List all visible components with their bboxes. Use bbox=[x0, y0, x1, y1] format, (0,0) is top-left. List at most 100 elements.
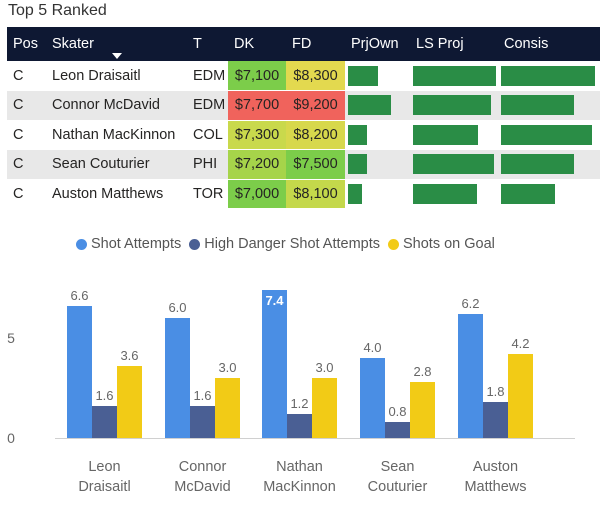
data-label: 0.8 bbox=[388, 404, 406, 419]
table-row[interactable]: C Sean Couturier PHI $7,200 $7,500 bbox=[7, 149, 600, 180]
cell-consis bbox=[498, 90, 600, 121]
data-label: 7.4 bbox=[265, 293, 284, 308]
legend-item[interactable]: High Danger Shot Attempts bbox=[189, 236, 380, 252]
cell-fd: $9,200 bbox=[286, 90, 345, 121]
prjown-bar bbox=[348, 124, 368, 145]
data-label: 6.6 bbox=[70, 288, 88, 303]
sort-descending-icon bbox=[111, 53, 122, 59]
chart-legend: Shot Attempts High Danger Shot Attempts Sh… bbox=[76, 236, 503, 252]
data-label: 4.2 bbox=[511, 336, 529, 351]
table-row[interactable]: C Nathan MacKinnon COL $7,300 $8,200 bbox=[7, 120, 600, 150]
bar-high-danger-shot-attempts bbox=[483, 402, 508, 438]
bar-high-danger-shot-attempts bbox=[190, 406, 215, 438]
x-tick-label: Draisaitl bbox=[78, 479, 130, 495]
x-tick-label: MacKinnon bbox=[263, 479, 336, 495]
bar-high-danger-shot-attempts bbox=[385, 422, 410, 438]
y-tick-label: 5 bbox=[7, 330, 15, 346]
legend-marker-icon bbox=[189, 238, 201, 250]
cell-prjown bbox=[345, 90, 410, 121]
cell-pos: C bbox=[7, 149, 46, 180]
cell-team: PHI bbox=[187, 149, 228, 180]
cell-pos: C bbox=[7, 90, 46, 121]
cell-dk: $7,200 bbox=[228, 149, 286, 180]
header-lsproj[interactable]: LS Proj bbox=[410, 27, 498, 61]
header-dk[interactable]: DK bbox=[228, 27, 286, 61]
table-row[interactable]: C Auston Matthews TOR $7,000 $8,100 bbox=[7, 179, 600, 209]
data-label: 3.0 bbox=[218, 360, 236, 375]
data-label: 1.2 bbox=[290, 396, 308, 411]
legend-marker-icon bbox=[388, 238, 399, 250]
bar-shot-attempts bbox=[262, 290, 287, 438]
cell-dk: $7,000 bbox=[228, 179, 286, 209]
cell-lsproj bbox=[410, 90, 498, 121]
prjown-bar bbox=[348, 183, 362, 204]
data-label: 4.0 bbox=[363, 340, 381, 355]
cell-fd: $8,300 bbox=[286, 61, 345, 91]
cell-consis bbox=[498, 149, 600, 180]
skater-table: Pos Skater T DK FD PrjOwn LS Proj Consis… bbox=[7, 27, 600, 209]
cell-pos: C bbox=[7, 179, 46, 209]
header-pos[interactable]: Pos bbox=[7, 27, 46, 61]
consis-bar bbox=[501, 183, 556, 204]
cell-fd: $8,200 bbox=[286, 120, 345, 150]
cell-team: TOR bbox=[187, 179, 228, 209]
cell-team: COL bbox=[187, 120, 228, 150]
cell-skater: Auston Matthews bbox=[46, 179, 187, 209]
x-tick-label: Matthews bbox=[464, 479, 526, 495]
table-row[interactable]: C Connor McDavid EDM $7,700 $9,200 bbox=[7, 90, 600, 121]
prjown-bar bbox=[348, 65, 378, 86]
lsproj-bar bbox=[413, 183, 477, 204]
x-tick-label: Leon bbox=[88, 459, 120, 475]
bar-shots-on-goal bbox=[215, 378, 240, 438]
data-label: 1.6 bbox=[95, 388, 113, 403]
shot-bar-chart: 0 5 6.6 1.6 3.6 Leon Draisaitl 6.0 1.6 3.0 Connor M… bbox=[7, 288, 575, 495]
data-label: 1.6 bbox=[193, 388, 211, 403]
legend-label: High Danger Shot Attempts bbox=[204, 236, 380, 252]
cell-fd: $8,100 bbox=[286, 179, 345, 209]
cell-lsproj bbox=[410, 179, 498, 209]
lsproj-bar bbox=[413, 154, 494, 175]
header-skater[interactable]: Skater bbox=[46, 27, 187, 61]
cell-consis bbox=[498, 179, 600, 209]
data-label: 3.0 bbox=[315, 360, 333, 375]
header-consis[interactable]: Consis bbox=[498, 27, 600, 61]
data-label: 3.6 bbox=[120, 348, 138, 363]
cell-skater: Nathan MacKinnon bbox=[46, 120, 187, 150]
header-prjown[interactable]: PrjOwn bbox=[345, 27, 410, 61]
cell-fd: $7,500 bbox=[286, 149, 345, 180]
legend-item[interactable]: Shots on Goal bbox=[388, 236, 495, 252]
bar-high-danger-shot-attempts bbox=[92, 406, 117, 438]
lsproj-bar bbox=[413, 95, 492, 116]
visual-title: Top 5 Ranked bbox=[8, 2, 107, 19]
bar-high-danger-shot-attempts bbox=[287, 414, 312, 438]
cell-lsproj bbox=[410, 149, 498, 180]
lsproj-bar bbox=[413, 124, 479, 145]
consis-bar bbox=[501, 95, 575, 116]
bar-shot-attempts bbox=[67, 306, 92, 438]
cell-prjown bbox=[345, 61, 410, 91]
header-team[interactable]: T bbox=[187, 27, 228, 61]
bar-shot-attempts bbox=[458, 314, 483, 438]
data-label: 1.8 bbox=[486, 384, 504, 399]
x-tick-label: Auston bbox=[473, 459, 518, 475]
bar-shots-on-goal bbox=[410, 382, 435, 438]
cell-prjown bbox=[345, 179, 410, 209]
cell-team: EDM bbox=[187, 61, 228, 91]
x-tick-label: Nathan bbox=[276, 459, 323, 475]
bar-shot-attempts bbox=[165, 318, 190, 438]
data-label: 6.0 bbox=[168, 300, 186, 315]
cell-prjown bbox=[345, 149, 410, 180]
cell-team: EDM bbox=[187, 90, 228, 121]
table-row[interactable]: C Leon Draisaitl EDM $7,100 $8,300 bbox=[7, 61, 600, 91]
cell-consis bbox=[498, 120, 600, 150]
consis-bar bbox=[501, 65, 596, 86]
bar-shots-on-goal bbox=[312, 378, 337, 438]
legend-item[interactable]: Shot Attempts bbox=[76, 236, 181, 252]
consis-bar bbox=[501, 124, 593, 145]
cell-lsproj bbox=[410, 61, 498, 91]
y-tick-label: 0 bbox=[7, 430, 15, 446]
header-fd[interactable]: FD bbox=[286, 27, 345, 61]
cell-prjown bbox=[345, 120, 410, 150]
legend-label: Shot Attempts bbox=[91, 236, 182, 252]
cell-lsproj bbox=[410, 120, 498, 150]
